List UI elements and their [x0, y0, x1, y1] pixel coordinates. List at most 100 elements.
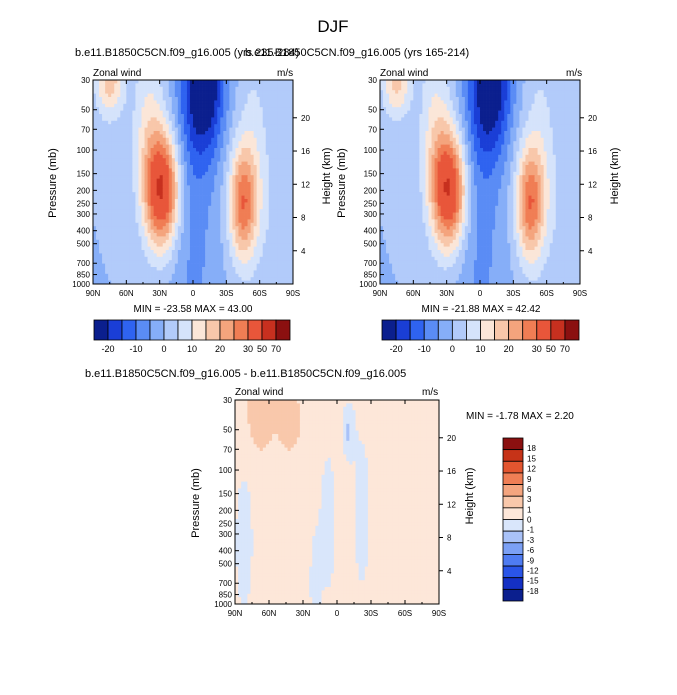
- contour-cell: [269, 236, 272, 240]
- contour-cell: [495, 114, 498, 118]
- contour-cell: [93, 267, 96, 271]
- contour-cell: [99, 209, 102, 213]
- contour-cell: [272, 117, 275, 121]
- contour-cell: [232, 277, 235, 281]
- contour-cell: [141, 158, 144, 162]
- contour-cell: [266, 155, 269, 159]
- contour-cell: [163, 185, 166, 189]
- contour-cell: [187, 172, 190, 176]
- contour-cell: [287, 114, 290, 118]
- contour-cell: [257, 97, 260, 101]
- contour-cell: [148, 158, 151, 162]
- contour-cell: [287, 223, 290, 227]
- contour-cell: [135, 168, 138, 172]
- contour-cell: [126, 94, 129, 98]
- contour-cell: [263, 199, 266, 203]
- contour-cell: [480, 121, 483, 125]
- contour-cell: [123, 267, 126, 271]
- contour-cell: [193, 83, 196, 87]
- contour-cell: [211, 206, 214, 210]
- contour-cell: [108, 209, 111, 213]
- contour-cell: [453, 87, 456, 91]
- contour-cell: [480, 107, 483, 111]
- contour-cell: [105, 172, 108, 176]
- contour-cell: [184, 260, 187, 264]
- contour-cell: [208, 97, 211, 101]
- contour-cell: [187, 230, 190, 234]
- contour-cell: [392, 121, 395, 125]
- contour-cell: [544, 100, 547, 104]
- contour-cell: [154, 90, 157, 94]
- contour-cell: [383, 114, 386, 118]
- contour-cell: [205, 243, 208, 247]
- contour-cell: [232, 155, 235, 159]
- contour-cell: [380, 121, 383, 125]
- contour-cell: [245, 182, 248, 186]
- contour-cell: [151, 179, 154, 183]
- contour-cell: [275, 240, 278, 244]
- y-right-tick-label: 20: [301, 114, 310, 123]
- contour-cell: [287, 111, 290, 115]
- contour-cell: [138, 209, 141, 213]
- contour-cell: [205, 131, 208, 135]
- contour-cell: [398, 121, 401, 125]
- contour-cell: [135, 172, 138, 176]
- contour-cell: [148, 83, 151, 87]
- contour-cell: [208, 141, 211, 145]
- contour-cell: [199, 138, 202, 142]
- contour-cell: [160, 90, 163, 94]
- contour-cell: [211, 240, 214, 244]
- contour-cell: [254, 155, 257, 159]
- contour-cell: [541, 121, 544, 125]
- contour-cell: [202, 260, 205, 264]
- contour-cell: [568, 124, 571, 128]
- contour-cell: [559, 100, 562, 104]
- contour-cell: [492, 114, 495, 118]
- contour-cell: [559, 107, 562, 111]
- contour-cell: [129, 240, 132, 244]
- contour-cell: [254, 192, 257, 196]
- contour-cell: [172, 179, 175, 183]
- contour-cell: [284, 277, 287, 281]
- contour-cell: [275, 124, 278, 128]
- contour-cell: [163, 117, 166, 121]
- contour-cell: [184, 141, 187, 145]
- contour-cell: [266, 107, 269, 111]
- contour-cell: [190, 131, 193, 135]
- contour-cell: [202, 162, 205, 166]
- contour-cell: [284, 83, 287, 87]
- contour-cell: [547, 117, 550, 121]
- contour-cell: [175, 199, 178, 203]
- contour-cell: [135, 253, 138, 257]
- contour-cell: [111, 179, 114, 183]
- contour-cell: [229, 134, 232, 138]
- contour-cell: [160, 107, 163, 111]
- contour-cell: [438, 97, 441, 101]
- contour-cell: [135, 233, 138, 237]
- contour-cell: [151, 270, 154, 274]
- contour-cell: [266, 104, 269, 108]
- contour-cell: [111, 247, 114, 251]
- contour-cell: [471, 100, 474, 104]
- contour-cell: [166, 175, 169, 179]
- contour-cell: [163, 206, 166, 210]
- contour-cell: [211, 90, 214, 94]
- contour-cell: [275, 162, 278, 166]
- contour-cell: [148, 209, 151, 213]
- contour-cell: [425, 97, 428, 101]
- contour-cell: [138, 175, 141, 179]
- contour-cell: [519, 111, 522, 115]
- contour-cell: [248, 175, 251, 179]
- contour-cell: [254, 111, 257, 115]
- contour-cell: [102, 223, 105, 227]
- contour-cell: [269, 206, 272, 210]
- contour-cell: [160, 175, 163, 179]
- contour-cell: [413, 97, 416, 101]
- contour-cell: [380, 107, 383, 111]
- contour-cell: [447, 121, 450, 125]
- contour-cell: [151, 230, 154, 234]
- contour-cell: [178, 247, 181, 251]
- contour-cell: [477, 104, 480, 108]
- contour-cell: [157, 264, 160, 268]
- contour-cell: [565, 80, 568, 84]
